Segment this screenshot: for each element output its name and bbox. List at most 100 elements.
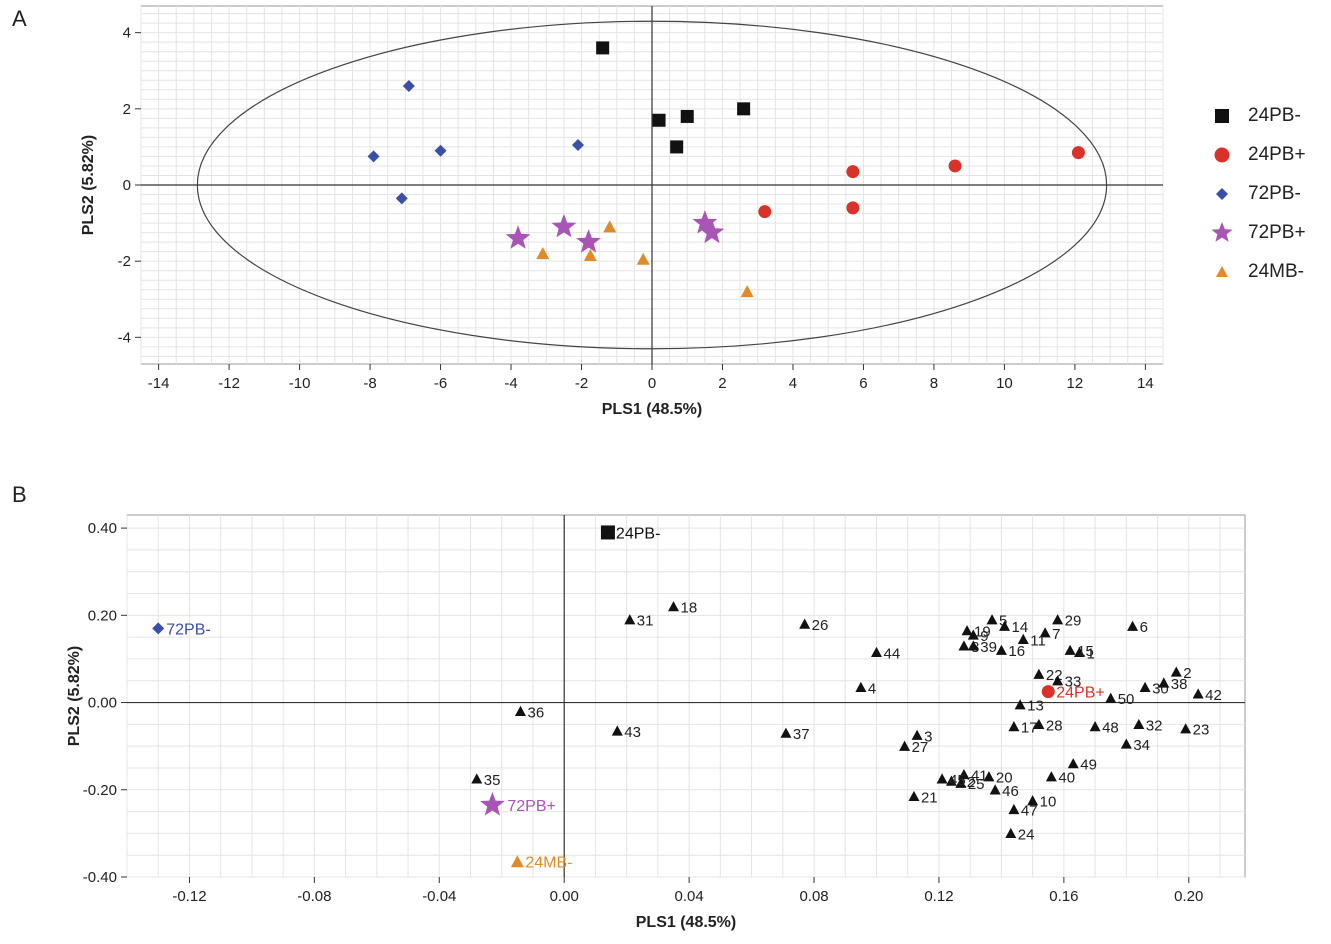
point-72PB+ xyxy=(576,229,601,253)
variable-marker xyxy=(955,777,967,788)
y-tick-label: -4 xyxy=(118,329,131,346)
variable-marker xyxy=(1120,738,1132,749)
x-tick-label: 8 xyxy=(930,375,938,392)
variable-label: 17 xyxy=(1021,720,1038,737)
point-72PB+ xyxy=(699,219,725,244)
legend-label: 24PB- xyxy=(1248,104,1301,126)
legend-label: 72PB+ xyxy=(1248,221,1306,243)
x-axis-label: PLS1 (48.5%) xyxy=(636,914,736,931)
variable-label: 31 xyxy=(637,613,654,630)
legend-square-marker xyxy=(1215,108,1229,123)
confidence-ellipse xyxy=(196,20,1108,350)
group-label: 24PB- xyxy=(616,525,660,542)
legend-star-marker xyxy=(1211,221,1233,242)
variable-label: 19 xyxy=(974,624,991,641)
series-24PB- xyxy=(596,41,751,154)
point-72PB- xyxy=(571,139,584,152)
variable-label: 43 xyxy=(624,724,641,741)
point-72PB+ xyxy=(505,225,531,249)
variable-label: 1 xyxy=(1086,645,1094,662)
variable-marker xyxy=(1073,646,1085,658)
x-tick-label: 0.04 xyxy=(675,888,704,905)
panel-b-letter: B xyxy=(12,482,27,507)
variable-marker xyxy=(855,681,867,692)
legend-item-72pb-minus: 72PB- xyxy=(1210,174,1325,213)
point-24PB+ xyxy=(846,165,860,179)
variable-marker xyxy=(668,601,680,612)
x-tick-label: 6 xyxy=(859,375,867,392)
variable-label: 38 xyxy=(1171,676,1188,693)
y-axis-label: PLS2 (5.82%) xyxy=(80,135,97,235)
variable-marker xyxy=(1158,677,1170,688)
variable-label: 16 xyxy=(1008,643,1025,660)
y-tick-label: 0.00 xyxy=(88,695,117,712)
x-tick-label: -0.04 xyxy=(422,888,456,905)
variable-marker xyxy=(1192,688,1204,699)
series-24MB- xyxy=(536,220,754,298)
y-tick-label: 0 xyxy=(123,177,131,194)
variable-label: 11 xyxy=(1030,632,1046,649)
point-72PB- xyxy=(402,79,415,92)
group-marker xyxy=(152,622,165,635)
variable-marker xyxy=(989,784,1001,795)
variable-label: 23 xyxy=(1193,722,1210,739)
variable-label: 14 xyxy=(1012,619,1029,636)
variable-marker xyxy=(799,618,811,629)
point-24PB- xyxy=(596,41,610,55)
point-24PB+ xyxy=(948,159,962,173)
variable-marker xyxy=(1133,718,1145,730)
x-axis-label: PLS1 (48.5%) xyxy=(602,401,702,418)
legend-diamond-marker xyxy=(1216,187,1228,200)
variable-label: 32 xyxy=(1146,717,1163,734)
legend-triangle-marker xyxy=(1216,265,1228,277)
variable-marker xyxy=(611,725,623,736)
x-tick-label: 0.16 xyxy=(1049,888,1078,905)
variable-marker xyxy=(958,769,970,780)
panel-a-legend: 24PB- 24PB+ 72PB- 72PB+ 24MB- xyxy=(1210,96,1325,291)
point-24MB- xyxy=(740,285,754,298)
point-72PB+ xyxy=(692,210,718,234)
variable-marker xyxy=(908,790,920,801)
variable-marker xyxy=(1089,721,1101,732)
variable-label: 28 xyxy=(1046,717,1063,734)
y-tick-label: 0.40 xyxy=(88,520,117,537)
x-tick-label: -14 xyxy=(148,375,170,392)
variable-label: 27 xyxy=(912,739,929,756)
variable-marker xyxy=(624,614,636,625)
variable-marker xyxy=(1008,721,1020,732)
variable-marker xyxy=(995,644,1007,655)
variable-marker xyxy=(1033,718,1045,730)
variables: 1234567891011121314151617181920212223242… xyxy=(471,600,1222,843)
variable-marker xyxy=(1064,644,1076,655)
point-24PB- xyxy=(737,102,751,116)
group-72PB+: 72PB+ xyxy=(480,792,556,816)
variable-label: 29 xyxy=(1065,613,1082,630)
variable-marker xyxy=(1008,803,1020,815)
y-tick-label: 4 xyxy=(123,25,131,42)
point-24PB- xyxy=(680,109,694,123)
point-24MB- xyxy=(636,252,650,265)
legend-item-72pb-plus: 72PB+ xyxy=(1210,213,1325,252)
legend-item-24pb-minus: 24PB- xyxy=(1210,96,1325,135)
variable-label: 26 xyxy=(812,617,829,634)
x-tick-label: 0.00 xyxy=(550,888,579,905)
point-72PB+ xyxy=(551,213,577,238)
y-axis-label: PLS2 (5.82%) xyxy=(66,646,83,746)
variable-marker xyxy=(986,614,998,625)
point-72PB- xyxy=(367,150,380,163)
variable-label: 4 xyxy=(868,680,876,697)
x-tick-label: -0.08 xyxy=(297,888,331,905)
x-tick-label: 4 xyxy=(789,375,797,392)
variable-marker xyxy=(1052,614,1064,625)
variable-label: 40 xyxy=(1058,770,1075,787)
variable-marker xyxy=(1027,795,1039,806)
y-tick-label: 2 xyxy=(123,101,131,118)
series-72PB+ xyxy=(505,210,725,253)
variable-marker xyxy=(1033,668,1045,679)
point-24PB+ xyxy=(758,205,772,219)
point-24PB- xyxy=(670,140,684,154)
variable-marker xyxy=(870,646,882,658)
variable-label: 18 xyxy=(681,600,698,617)
legend-label: 72PB- xyxy=(1248,182,1301,204)
